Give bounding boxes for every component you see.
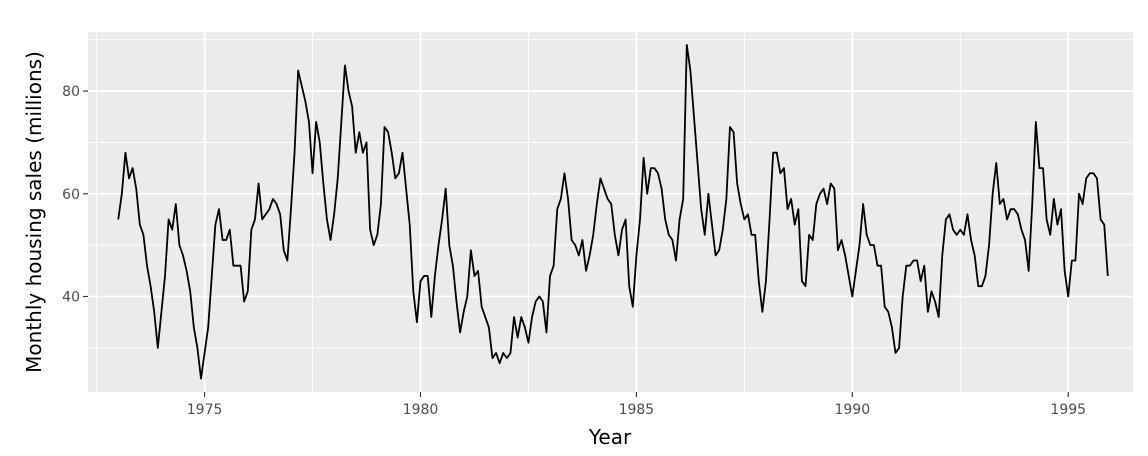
plot-panel <box>88 32 1133 392</box>
x-axis: 1975 1980 1985 1990 1995 <box>187 392 1086 418</box>
x-tick-label: 1995 <box>1050 402 1086 418</box>
x-tick-label: 1990 <box>834 402 870 418</box>
x-tick-label: 1985 <box>619 402 655 418</box>
y-tick-label: 40 <box>62 289 80 305</box>
x-tick-label: 1980 <box>403 402 439 418</box>
y-tick-label: 60 <box>62 187 80 203</box>
series-line <box>117 43 1109 380</box>
grid-minor <box>88 32 1133 392</box>
y-axis: 40 60 80 <box>62 84 88 305</box>
x-axis-title: Year <box>588 425 632 449</box>
y-axis-title: Monthly housing sales (millions) <box>22 51 46 373</box>
grid-major <box>88 32 1133 392</box>
x-tick-label: 1975 <box>187 402 223 418</box>
y-tick-label: 80 <box>62 84 80 100</box>
